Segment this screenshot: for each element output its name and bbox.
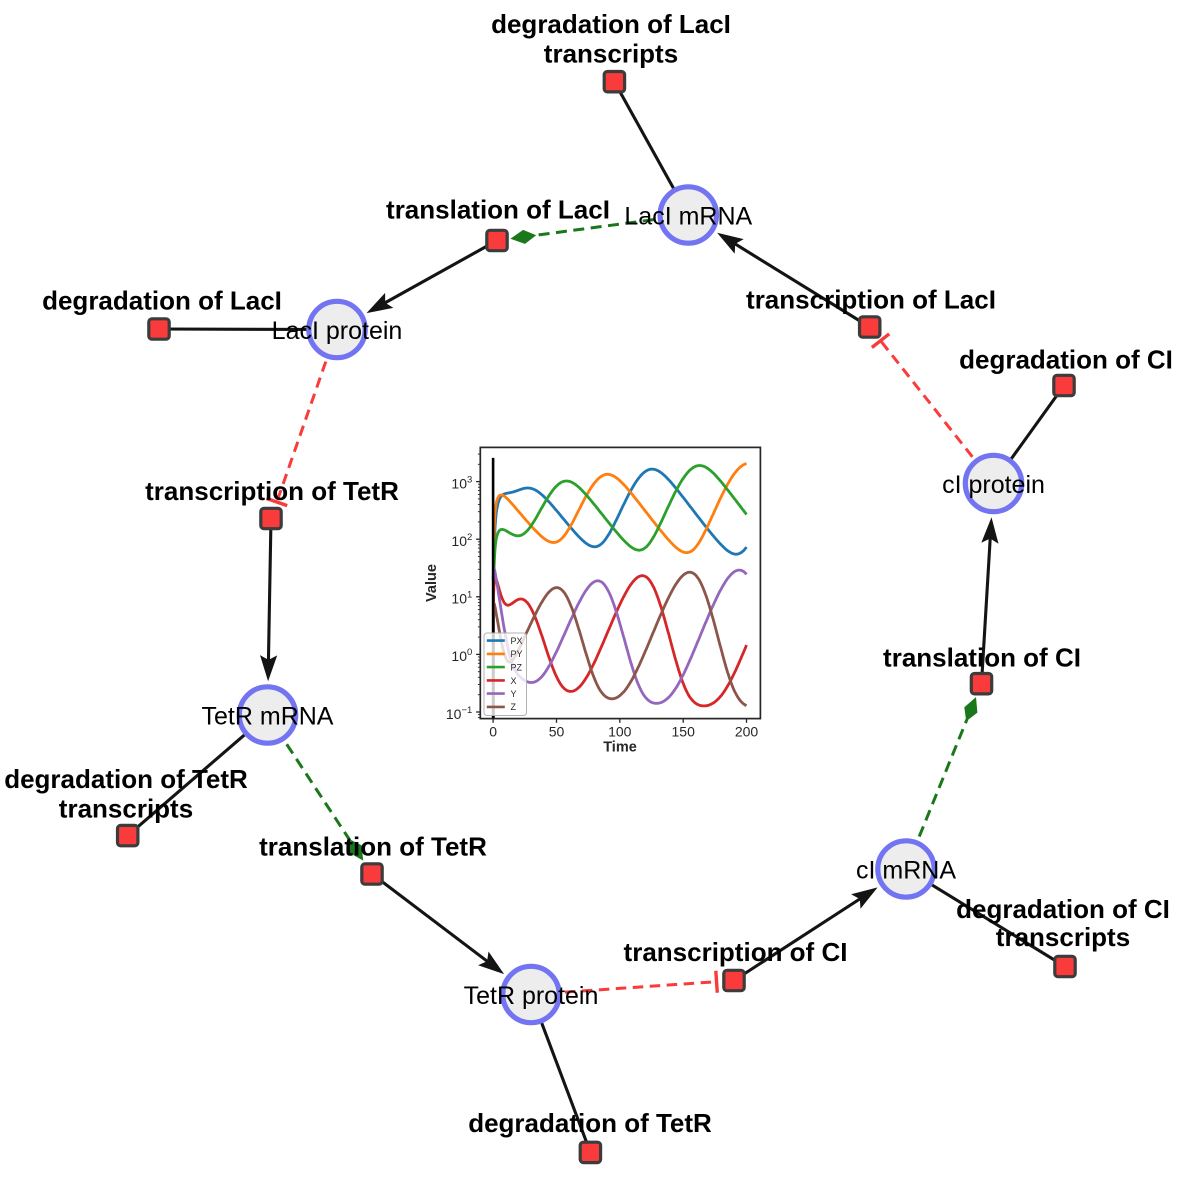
svg-text:TetR protein: TetR protein	[464, 982, 599, 1010]
svg-text:LacI protein: LacI protein	[272, 317, 403, 345]
svg-text:50: 50	[549, 724, 565, 740]
svg-text:PX: PX	[511, 636, 523, 646]
svg-text:degradation of TetR: degradation of TetR	[468, 1108, 712, 1138]
svg-text:degradation of CI: degradation of CI	[956, 894, 1170, 924]
svg-text:Time: Time	[603, 740, 637, 756]
svg-text:cI mRNA: cI mRNA	[856, 857, 956, 885]
svg-text:translation of LacI: translation of LacI	[386, 195, 610, 225]
svg-text:translation of CI: translation of CI	[883, 642, 1081, 672]
svg-text:TetR mRNA: TetR mRNA	[202, 703, 334, 731]
svg-text:translation of TetR: translation of TetR	[259, 831, 487, 861]
svg-text:transcripts: transcripts	[544, 39, 678, 69]
svg-text:degradation of TetR: degradation of TetR	[4, 764, 248, 794]
svg-text:X: X	[511, 676, 517, 686]
svg-text:Z: Z	[511, 702, 517, 712]
svg-text:200: 200	[735, 724, 759, 740]
svg-text:150: 150	[672, 724, 696, 740]
svg-text:0: 0	[489, 724, 497, 740]
svg-text:transcripts: transcripts	[59, 794, 193, 824]
svg-text:transcripts: transcripts	[996, 922, 1130, 952]
svg-text:transcription of TetR: transcription of TetR	[145, 476, 399, 506]
svg-text:Y: Y	[511, 689, 517, 699]
svg-text:cI protein: cI protein	[942, 471, 1045, 499]
svg-text:100: 100	[608, 724, 632, 740]
svg-text:PY: PY	[511, 649, 523, 659]
svg-text:LacI mRNA: LacI mRNA	[624, 203, 752, 231]
svg-text:degradation of LacI: degradation of LacI	[42, 286, 282, 316]
svg-text:transcription of LacI: transcription of LacI	[746, 285, 996, 315]
svg-text:PZ: PZ	[511, 663, 523, 673]
svg-text:degradation of CI: degradation of CI	[959, 344, 1173, 374]
svg-text:transcription of CI: transcription of CI	[624, 937, 848, 967]
svg-text:degradation of LacI: degradation of LacI	[491, 9, 731, 39]
svg-text:Value: Value	[424, 564, 440, 602]
